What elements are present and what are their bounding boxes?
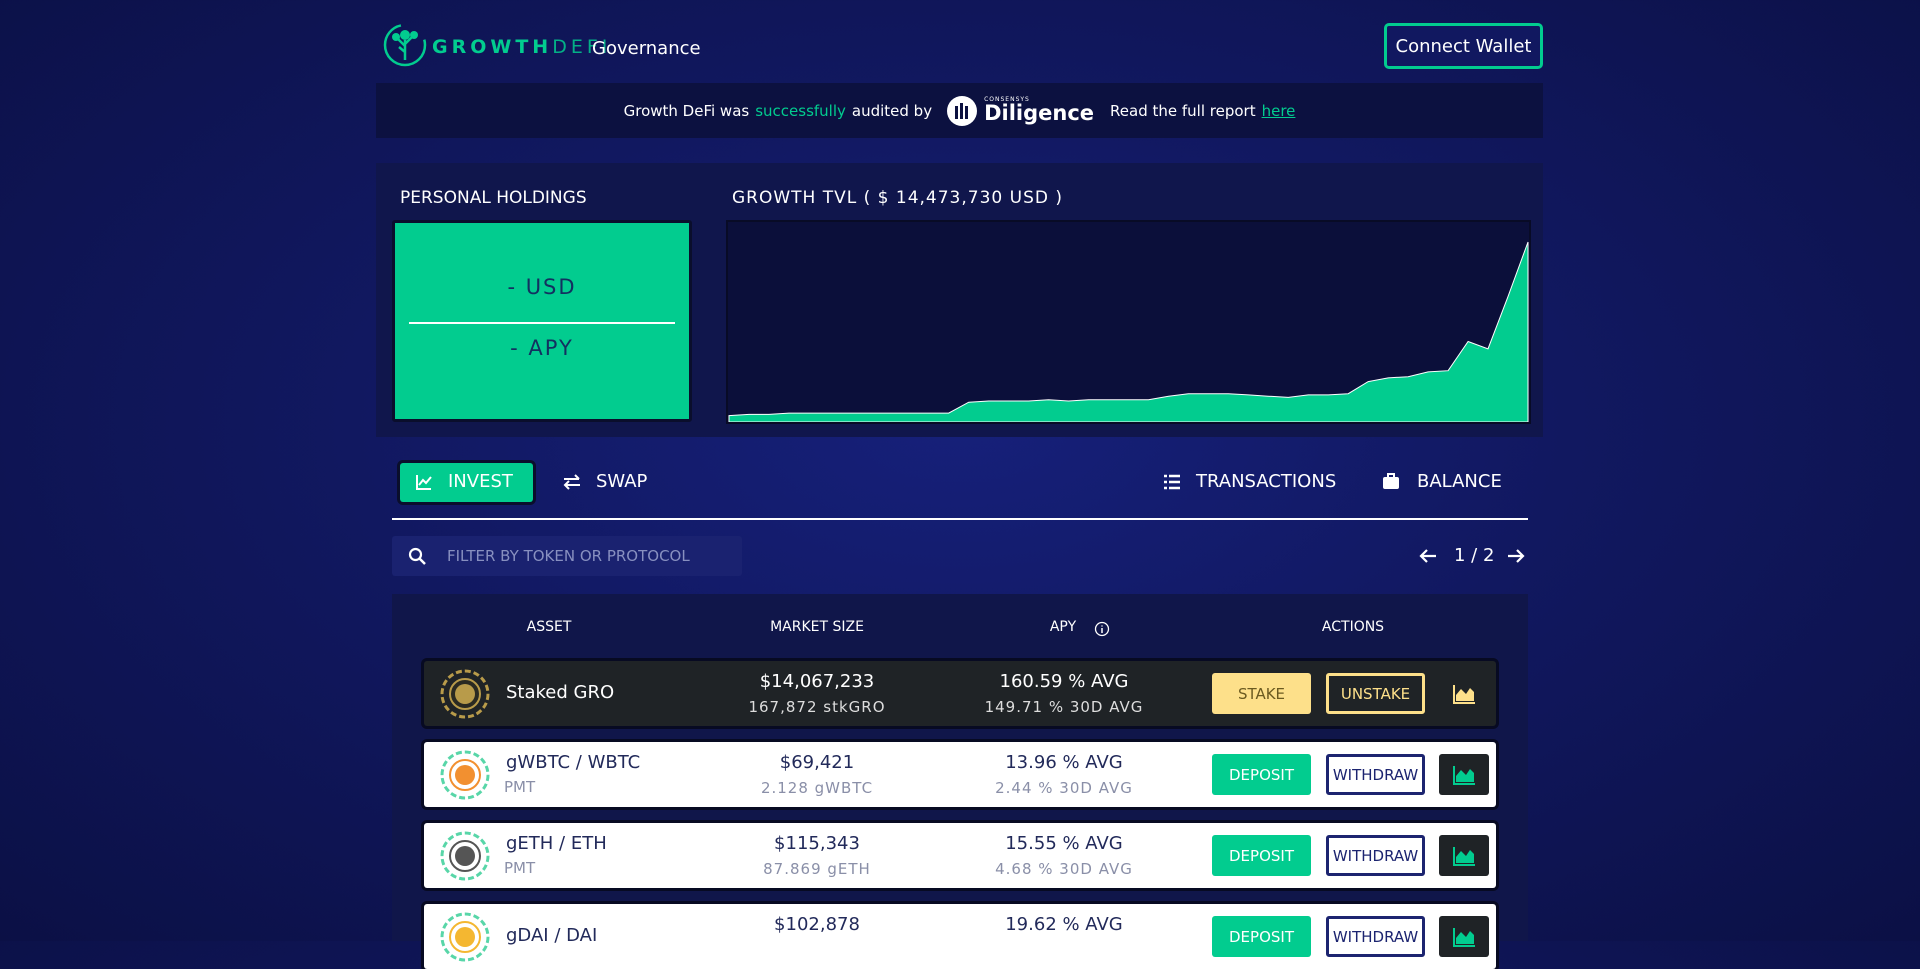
chart-icon (1453, 928, 1475, 947)
primary-action-button[interactable]: DEPOSIT (1212, 835, 1311, 876)
chart-button[interactable] (1439, 754, 1489, 795)
market-sub: 167,872 stkGRO (748, 698, 886, 716)
chart-icon (1453, 685, 1475, 704)
market-size: $115,343 (774, 833, 860, 854)
chart-button[interactable] (1439, 916, 1489, 957)
tab-balance[interactable]: BALANCE (1417, 471, 1502, 492)
auditor-logo: CONSENSYS Diligence (984, 97, 1094, 124)
prev-page[interactable] (1419, 547, 1437, 565)
apy: 13.96 % AVG (1005, 752, 1123, 773)
list-icon (1164, 474, 1180, 490)
apy-sub: 2.44 % 30D AVG (995, 779, 1133, 797)
token-icon (440, 912, 490, 962)
market-sub: 87.869 gETH (763, 860, 871, 878)
apy: 15.55 % AVG (1005, 833, 1123, 854)
asset-row[interactable]: gETH / ETH PMT $115,343 87.869 gETH 15.55 % … (424, 823, 1496, 888)
market-size: $69,421 (779, 752, 855, 773)
diligence-icon (947, 95, 978, 126)
asset-name: gWBTC / WBTC (506, 752, 641, 773)
search-icon (408, 547, 426, 565)
next-page[interactable] (1507, 547, 1525, 565)
audit-text: Growth DeFi was (623, 101, 750, 120)
tab-swap[interactable]: SWAP (596, 471, 648, 492)
market-size: $102,878 (774, 914, 860, 935)
apy: 19.62 % AVG (1005, 914, 1123, 935)
tab-invest[interactable]: INVEST (448, 471, 513, 492)
asset-name: gDAI / DAI (506, 925, 598, 946)
chart-button[interactable] (1439, 835, 1489, 876)
balance-icon (1383, 473, 1399, 489)
market-sub: 2.128 gWBTC (760, 779, 874, 797)
secondary-action-button[interactable]: WITHDRAW (1326, 835, 1425, 876)
holdings-box: - USD - APY (392, 220, 692, 422)
report-text: Read the full report (1110, 101, 1256, 120)
invest-icon (416, 475, 432, 490)
tvl-chart (726, 220, 1531, 424)
audit-banner: Growth DeFi was successfully audited by … (376, 83, 1543, 138)
secondary-action-button[interactable]: WITHDRAW (1326, 916, 1425, 957)
asset-table: ASSET MARKET SIZE APY ACTIONS Staked GRO $14,… (392, 594, 1528, 969)
asset-name: Staked GRO (506, 682, 615, 703)
column-header: ASSET (526, 619, 572, 635)
token-icon (440, 750, 490, 800)
asset-protocol: PMT (504, 859, 536, 877)
info-icon[interactable] (1094, 621, 1110, 637)
filter-input[interactable]: FILTER BY TOKEN OR PROTOCOL (392, 536, 742, 576)
asset-name: gETH / ETH (506, 833, 607, 854)
primary-action-button[interactable]: DEPOSIT (1212, 916, 1311, 957)
apy-sub: 4.68 % 30D AVG (995, 860, 1133, 878)
tvl-title: GROWTH TVL ( $ 14,473,730 USD ) (732, 188, 1063, 208)
divider (409, 322, 675, 324)
token-icon (440, 831, 490, 881)
chart-icon (1453, 847, 1475, 866)
holdings-apy: - APY (510, 336, 574, 360)
filter-placeholder: FILTER BY TOKEN OR PROTOCOL (447, 547, 690, 565)
chart-icon (1453, 766, 1475, 785)
tabs-underline (392, 518, 1528, 520)
primary-action-button[interactable]: DEPOSIT (1212, 754, 1311, 795)
tvl-area (728, 241, 1529, 422)
asset-row[interactable]: gDAI / DAI $102,878 19.62 % AVG DEPOSIT WITH… (424, 904, 1496, 969)
column-header: MARKET SIZE (770, 619, 864, 635)
logo-defi: DEFI (552, 36, 612, 58)
primary-action-button[interactable]: STAKE (1212, 673, 1311, 714)
asset-row[interactable]: Staked GRO $14,067,233 167,872 stkGRO 160.5… (424, 661, 1496, 726)
column-header: ACTIONS (1321, 619, 1385, 635)
holdings-usd: - USD (507, 275, 577, 299)
logo-growth: GROWTH (432, 36, 553, 58)
chart-button[interactable] (1439, 673, 1489, 714)
audit-highlight: successfully (755, 101, 846, 120)
pagination: 1 / 2 (1454, 545, 1495, 566)
nav-governance[interactable]: Governance (592, 38, 701, 59)
asset-row[interactable]: gWBTC / WBTC PMT $69,421 2.128 gWBTC 13.96 %… (424, 742, 1496, 807)
auditor-name: Diligence (984, 101, 1095, 125)
audit-text: audited by (851, 101, 933, 120)
auditor-small: CONSENSYS (984, 96, 1030, 103)
connect-wallet-button[interactable]: Connect Wallet (1384, 23, 1543, 69)
secondary-action-button[interactable]: WITHDRAW (1326, 754, 1425, 795)
token-icon (440, 669, 490, 719)
apy-sub: 149.71 % 30D AVG (984, 698, 1144, 716)
swap-icon (563, 474, 580, 490)
apy: 160.59 % AVG (999, 671, 1129, 692)
logo-text: GROWTHDEFI (432, 36, 611, 58)
market-size: $14,067,233 (759, 671, 875, 692)
holdings-title: PERSONAL HOLDINGS (400, 188, 587, 208)
logo-icon (383, 23, 427, 67)
report-link[interactable]: here (1261, 101, 1296, 120)
secondary-action-button[interactable]: UNSTAKE (1326, 673, 1425, 714)
asset-protocol: PMT (504, 778, 536, 796)
column-header: APY (1049, 619, 1077, 635)
tab-transactions[interactable]: TRANSACTIONS (1196, 471, 1337, 492)
